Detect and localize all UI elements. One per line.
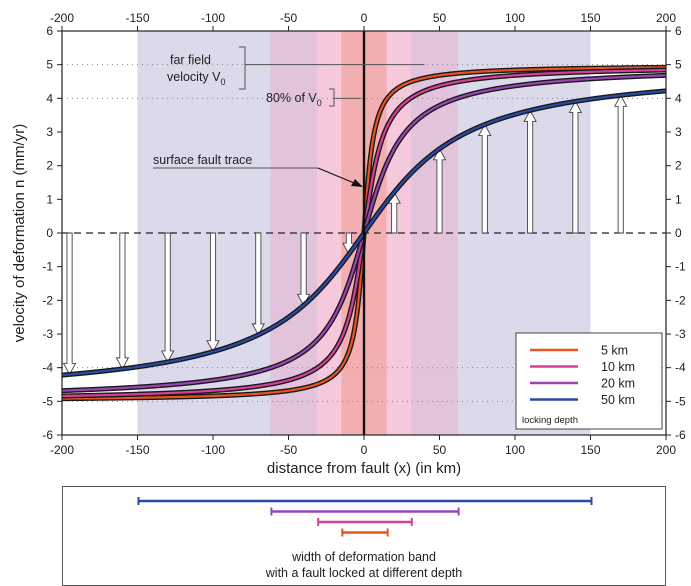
y-tick-label-right: 6 bbox=[675, 24, 682, 38]
band-width-panel: width of deformation band with a fault l… bbox=[62, 486, 666, 586]
band-caption-line1: width of deformation band bbox=[292, 550, 436, 564]
fault-trace-arrowhead bbox=[351, 179, 363, 187]
x-tick-label-top: 200 bbox=[656, 11, 676, 25]
velocity-arrow-1 bbox=[115, 232, 130, 370]
x-tick-label-top: -150 bbox=[125, 11, 149, 25]
annotations: far field velocity V0 80% of V0 surface … bbox=[153, 46, 425, 187]
band-width-bars bbox=[137, 497, 593, 537]
x-tick-label-bottom: -100 bbox=[201, 443, 225, 457]
percent-of-v0-label: 80% of V0 bbox=[266, 91, 322, 108]
velocity-chart: -200-200-150-150-100-100-50-500050501001… bbox=[11, 11, 686, 477]
pct-bracket bbox=[329, 88, 335, 107]
far-field-label-line2: velocity V0 bbox=[167, 70, 226, 87]
velocity-arrow-0 bbox=[62, 232, 77, 376]
x-tick-label-top: -50 bbox=[280, 11, 298, 25]
x-tick-label-bottom: -50 bbox=[280, 443, 298, 457]
x-tick-label-top: 50 bbox=[433, 11, 447, 25]
x-tick-label-top: 150 bbox=[580, 11, 600, 25]
y-tick-label-left: 5 bbox=[46, 58, 53, 72]
x-tick-label-top: -100 bbox=[201, 11, 225, 25]
legend-title: locking depth bbox=[522, 415, 578, 426]
y-tick-label-left: 2 bbox=[46, 159, 53, 173]
velocity-curves bbox=[60, 31, 668, 435]
y-tick-label-right: -2 bbox=[675, 293, 686, 307]
y-tick-label-left: 4 bbox=[46, 91, 53, 105]
fault-trace-leader bbox=[317, 167, 355, 184]
legend-label-10km: 10 km bbox=[601, 360, 635, 374]
y-tick-label-left: -2 bbox=[42, 293, 53, 307]
y-tick-label-right: 1 bbox=[675, 192, 682, 206]
velocity-arrow-11 bbox=[568, 100, 583, 234]
x-tick-label-top: 100 bbox=[505, 11, 525, 25]
x-tick-label-bottom: 200 bbox=[656, 443, 676, 457]
y-tick-label-left: -6 bbox=[42, 428, 53, 442]
y-tick-label-left: 6 bbox=[46, 24, 53, 38]
x-tick-label-bottom: 0 bbox=[361, 443, 368, 457]
y-tick-label-right: -3 bbox=[675, 327, 686, 341]
velocity-arrow-7 bbox=[387, 191, 401, 234]
x-tick-label-top: -200 bbox=[50, 11, 74, 25]
y-tick-label-left: -3 bbox=[42, 327, 53, 341]
y-tick-label-right: 5 bbox=[675, 58, 682, 72]
band-caption-line2: with a fault locked at different depth bbox=[265, 566, 463, 580]
x-tick-label-bottom: 50 bbox=[433, 443, 447, 457]
far-field-bracket bbox=[239, 46, 246, 90]
y-tick-label-left: 0 bbox=[46, 226, 53, 240]
velocity-arrow-9 bbox=[478, 123, 492, 234]
y-tick-label-right: -1 bbox=[675, 260, 686, 274]
y-tick-label-left: -1 bbox=[42, 260, 53, 274]
y-tick-label-left: 3 bbox=[46, 125, 53, 139]
legend: 5 km 10 km 20 km 50 km locking depth bbox=[515, 332, 663, 430]
x-tick-label-bottom: -150 bbox=[125, 443, 149, 457]
x-tick-label-bottom: -200 bbox=[50, 443, 74, 457]
y-tick-label-right: 3 bbox=[675, 125, 682, 139]
legend-label-5km: 5 km bbox=[601, 344, 628, 358]
y-tick-label-right: -6 bbox=[675, 428, 686, 442]
x-tick-label-bottom: 150 bbox=[580, 443, 600, 457]
velocity-arrow-12 bbox=[613, 94, 628, 234]
axis-ticks: -200-200-150-150-100-100-50-500050501001… bbox=[42, 11, 686, 457]
y-tick-label-right: 0 bbox=[675, 226, 682, 240]
x-tick-label-bottom: 100 bbox=[505, 443, 525, 457]
velocity-arrow-4 bbox=[251, 232, 266, 336]
y-tick-label-right: -5 bbox=[675, 394, 686, 408]
y-tick-label-left: -4 bbox=[42, 361, 53, 375]
y-tick-label-left: -5 bbox=[42, 394, 53, 408]
y-tick-label-right: -4 bbox=[675, 361, 686, 375]
legend-label-20km: 20 km bbox=[601, 377, 635, 391]
legend-label-50km: 50 km bbox=[601, 393, 635, 407]
velocity-arrow-8 bbox=[432, 147, 447, 234]
y-tick-label-right: 2 bbox=[675, 159, 682, 173]
velocity-arrow-3 bbox=[206, 232, 220, 353]
far-field-label-line1: far field bbox=[170, 53, 211, 67]
velocity-arrow-10 bbox=[523, 109, 537, 234]
y-tick-label-left: 1 bbox=[46, 192, 53, 206]
y-tick-label-right: 4 bbox=[675, 91, 682, 105]
velocity-arrow-2 bbox=[160, 232, 175, 363]
y-axis-label: velocity of deformation n (mm/yr) bbox=[11, 124, 28, 342]
x-tick-label-top: 0 bbox=[361, 11, 368, 25]
x-axis-label: distance from fault (x) (in km) bbox=[267, 460, 461, 477]
fault-trace-label: surface fault trace bbox=[153, 153, 252, 167]
